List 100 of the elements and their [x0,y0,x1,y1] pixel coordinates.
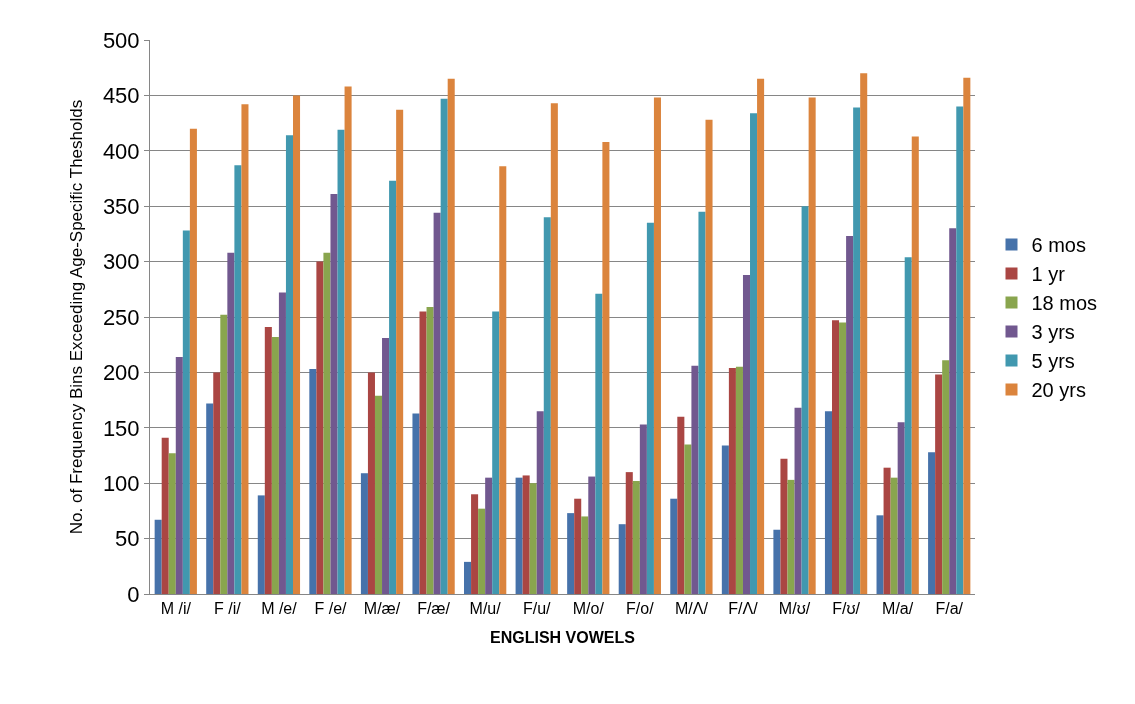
bar [485,477,493,594]
bar [323,252,331,594]
x-tick-label: F/u/ [522,600,552,618]
bar [478,508,486,594]
bar [536,411,544,594]
bar [646,222,654,594]
y-tick-label: 400 [102,138,140,164]
y-tick-label: 450 [102,83,140,109]
bar [382,338,390,594]
bar [529,483,537,594]
y-tick-label: 200 [102,360,140,386]
legend-label: 5 yrs [1031,350,1075,373]
bar [396,109,404,594]
bar [890,477,898,594]
bar [698,211,706,594]
bar [639,424,647,594]
bar [670,498,678,594]
bar [801,206,809,594]
x-tick-label: F/æ/ [417,600,451,618]
bar [780,458,788,594]
bar [691,365,699,594]
bar [750,113,758,594]
bar [773,529,781,594]
y-tick-label: 300 [102,249,140,275]
bar [213,372,221,594]
legend-label: 18 mos [1031,292,1098,315]
x-tick-label: M/æ/ [363,600,401,618]
bar [471,494,479,594]
bar [293,95,301,594]
bar [942,360,950,594]
bar [581,516,589,594]
bar [492,311,500,594]
bar [721,445,729,594]
x-tick-label: F/Λ/ [728,600,759,618]
y-tick-label: 350 [102,193,140,219]
bar [374,395,383,594]
bar [602,141,610,594]
bar [309,369,317,594]
bar [839,322,847,594]
bar [757,78,765,594]
x-tick-label: F /e/ [314,600,348,618]
bar [182,230,190,594]
bar [928,452,936,594]
bar [543,217,551,594]
bar [595,293,603,594]
legend-label: 20 yrs [1031,379,1086,402]
y-tick-label: 50 [115,526,140,552]
bar [412,413,420,594]
bar [618,524,626,594]
bar [271,336,279,594]
x-tick-label: M/ʊ/ [778,600,811,618]
bar [367,372,375,594]
bar [499,166,507,594]
bar [883,467,891,594]
bar [447,78,455,594]
bar [653,97,661,594]
bar [285,135,293,594]
y-tick-label: 150 [102,415,140,441]
bar [897,422,905,594]
bar [588,476,596,594]
bar [389,180,397,594]
bar [787,479,795,594]
bar [904,257,912,594]
y-tick-label: 250 [102,304,140,330]
bar [705,119,713,594]
y-tick-label: 500 [102,27,140,53]
bar [846,236,854,594]
bar [876,515,884,594]
bar [853,107,861,594]
bar [419,311,427,594]
bar [227,252,235,594]
bar [808,97,816,594]
bar [625,472,633,594]
bar [360,473,368,594]
bar [728,367,736,594]
legend-label: 3 yrs [1031,321,1075,344]
bar [161,437,169,594]
x-tick-label: F/ʊ/ [832,600,861,618]
bar [264,326,272,594]
bar [440,98,448,594]
bar [257,495,265,594]
bar [426,307,434,594]
bar [241,104,249,594]
bar [234,165,242,594]
x-tick-label: F/o/ [626,600,655,618]
bar [735,366,743,594]
bar [515,477,523,594]
bar [860,73,868,594]
bar [742,274,751,594]
x-tick-label: M/Λ/ [674,600,709,618]
y-axis-title: No. of Frequency Bins Exceeding Age-Specific Thesholds [67,99,87,535]
x-tick-label: M/a/ [882,600,914,618]
x-tick-label: M/u/ [469,600,502,618]
x-tick-label: F /i/ [214,600,242,618]
bar [175,356,183,594]
bar [168,453,176,594]
bar [824,411,832,594]
bar [337,129,345,594]
x-axis-title: ENGLISH VOWELS [490,628,636,646]
x-tick-label: M /i/ [160,600,192,618]
